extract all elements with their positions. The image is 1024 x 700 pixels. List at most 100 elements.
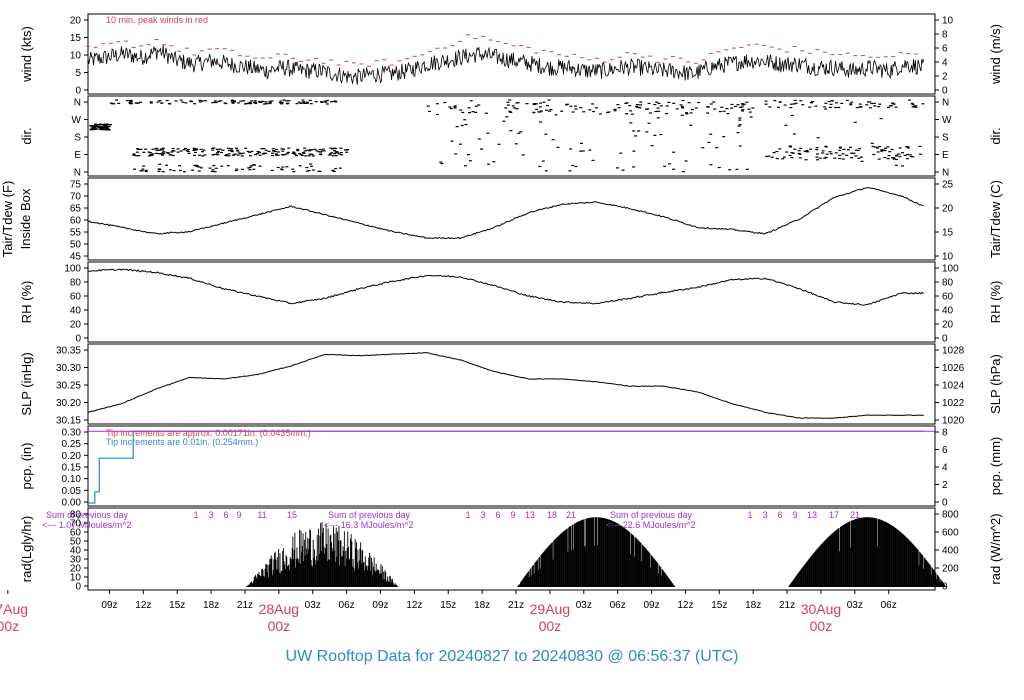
humidity-ytick-label-right: 80 <box>942 278 954 289</box>
x-axis-hour-label: 18z <box>203 600 219 611</box>
wind-ytick-label-right: 2 <box>942 72 948 83</box>
pressure-ytick-label-left: 30.20 <box>56 398 81 409</box>
radiation-hour-marker: 13 <box>525 510 535 520</box>
humidity-ylabel-right: RH (%) <box>988 281 1003 324</box>
pressure-ytick-label-left: 30.15 <box>56 416 81 427</box>
temperature-ytick-label-left: 50 <box>70 240 82 251</box>
radiation-day-sum-line1: Sum of previous day <box>328 510 411 520</box>
x-axis-hour-label: 15z <box>169 600 185 611</box>
precipitation-ytick-label-right: 6 <box>942 445 948 456</box>
chart-footer-title: UW Rooftop Data for 20240827 to 20240830… <box>285 648 739 665</box>
direction-ylabel-right: dir. <box>988 127 1003 144</box>
x-axis-hour-label: 06z <box>339 600 355 611</box>
wind-ytick-label-left: 20 <box>70 16 82 27</box>
x-axis-date-sub: 00z <box>0 618 19 634</box>
pressure-ytick-label-right: 1028 <box>942 346 965 357</box>
radiation-day-sum-line1: Sum of previous day <box>610 510 693 520</box>
radiation-hour-marker: 15 <box>287 510 297 520</box>
temperature-ytick-label-right: 10 <box>942 252 954 263</box>
temperature-ytick-label-left: 70 <box>70 192 82 203</box>
temperature-ytick-label-left: 60 <box>70 216 82 227</box>
radiation-hour-marker: 1 <box>747 510 752 520</box>
humidity-ytick-label-left: 20 <box>70 320 82 331</box>
radiation-ytick-label-right: 200 <box>942 564 959 575</box>
x-axis-date-label: 28Aug <box>259 601 299 617</box>
direction-ytick-label-left: N <box>74 168 81 179</box>
pressure-ytick-label-right: 1020 <box>942 416 965 427</box>
temperature-ylabel-left: Tair/Tdew (F) <box>0 181 15 258</box>
wind-speed-line <box>87 45 925 85</box>
temperature-ytick-label-left: 65 <box>70 204 82 215</box>
direction-ytick-label-right: S <box>942 133 949 144</box>
wind-ytick-label-left: 15 <box>70 33 82 44</box>
temperature-ytick-label-right: 25 <box>942 180 954 191</box>
x-axis-hour-label: 06z <box>881 600 897 611</box>
temperature-ylabel-left-2: Inside Box <box>18 188 33 249</box>
x-axis-hour-label: 09z <box>101 600 117 611</box>
x-axis-date-sub: 00z <box>539 618 562 634</box>
radiation-ytick-label-right: 800 <box>942 510 959 521</box>
radiation-ytick-label-left: 40 <box>70 546 82 557</box>
x-axis-hour-label: 12z <box>135 600 151 611</box>
wind-peak-annotation: 10 min. peak winds in red <box>106 15 208 25</box>
precipitation-ylabel-right: pcp. (mm) <box>988 437 1003 496</box>
x-axis-hour-label: 18z <box>745 600 761 611</box>
direction-ytick-label-right: N <box>942 168 949 179</box>
x-axis-hour-label: 09z <box>372 600 388 611</box>
direction-ytick-label-right: W <box>942 115 952 126</box>
radiation-hour-marker: 9 <box>792 510 797 520</box>
pressure-ylabel-right: SLP (hPa) <box>988 354 1003 414</box>
pressure-ytick-label-right: 1022 <box>942 398 965 409</box>
radiation-ytick-label-right: 600 <box>942 528 959 539</box>
x-axis-hour-label: 15z <box>440 600 456 611</box>
wind-ytick-label-left: 10 <box>70 51 82 62</box>
wind-ytick-label-right: 10 <box>942 16 954 27</box>
x-axis-date-label: 29Aug <box>530 601 570 617</box>
radiation-hour-marker: 9 <box>510 510 515 520</box>
pressure-ylabel-left: SLP (inHg) <box>19 352 34 415</box>
radiation-hour-marker: 18 <box>547 510 557 520</box>
direction-ytick-label-left: S <box>74 133 81 144</box>
direction-ytick-label-left: W <box>72 115 82 126</box>
x-axis-date-label: 30Aug <box>801 601 841 617</box>
humidity-panel-frame <box>87 261 936 343</box>
radiation-ytick-label-left: 60 <box>70 528 82 539</box>
humidity-ytick-label-right: 0 <box>942 334 948 345</box>
direction-ylabel-left: dir. <box>19 127 34 144</box>
radiation-ylabel-left: rad(Lgly/hr) <box>19 516 34 582</box>
precipitation-ytick-label-left: 0.00 <box>62 498 82 509</box>
wind-ytick-label-left: 5 <box>75 68 81 79</box>
radiation-panel-frame <box>87 507 936 591</box>
radiation-ylabel-right: rad (W/m^2) <box>988 513 1003 584</box>
precipitation-ytick-label-right: 2 <box>942 480 948 491</box>
radiation-hour-marker: 3 <box>762 510 767 520</box>
radiation-ytick-label-left: 70 <box>70 519 82 530</box>
pressure-ytick-label-left: 30.25 <box>56 381 81 392</box>
temperature-ytick-label-right: 20 <box>942 204 954 215</box>
precipitation-ytick-label-left: 0.10 <box>62 474 82 485</box>
radiation-day-sum-line2: <--- 16.3 MJoules/m^2 <box>324 520 414 530</box>
precipitation-ytick-label-right: 4 <box>942 463 948 474</box>
x-axis-hour-label: 12z <box>677 600 693 611</box>
wind-ytick-label-left: 0 <box>75 86 81 97</box>
direction-ytick-label-right: E <box>942 150 949 161</box>
x-axis-hour-label: 18z <box>474 600 490 611</box>
radiation-day-sum-line1: Sum of previous day <box>46 510 129 520</box>
x-axis-hour-label: 21z <box>779 600 795 611</box>
radiation-ytick-label-left: 50 <box>70 537 82 548</box>
humidity-ytick-label-right: 40 <box>942 306 954 317</box>
precipitation-panel-frame <box>87 425 936 507</box>
radiation-hour-marker: 13 <box>807 510 817 520</box>
humidity-ytick-label-left: 100 <box>64 264 81 275</box>
humidity-ytick-label-left: 0 <box>75 334 81 345</box>
precipitation-ylabel-left: pcp. (in) <box>19 443 34 490</box>
radiation-hour-marker: 9 <box>236 510 241 520</box>
humidity-ytick-label-right: 20 <box>942 320 954 331</box>
direction-panel-frame <box>87 95 936 177</box>
radiation-ytick-label-left: 0 <box>75 582 81 593</box>
humidity-ylabel-left: RH (%) <box>19 281 34 324</box>
pressure-panel-frame <box>87 343 936 425</box>
precipitation-line <box>88 430 924 504</box>
x-axis-hour-label: 03z <box>847 600 863 611</box>
radiation-hour-marker: 6 <box>223 510 228 520</box>
